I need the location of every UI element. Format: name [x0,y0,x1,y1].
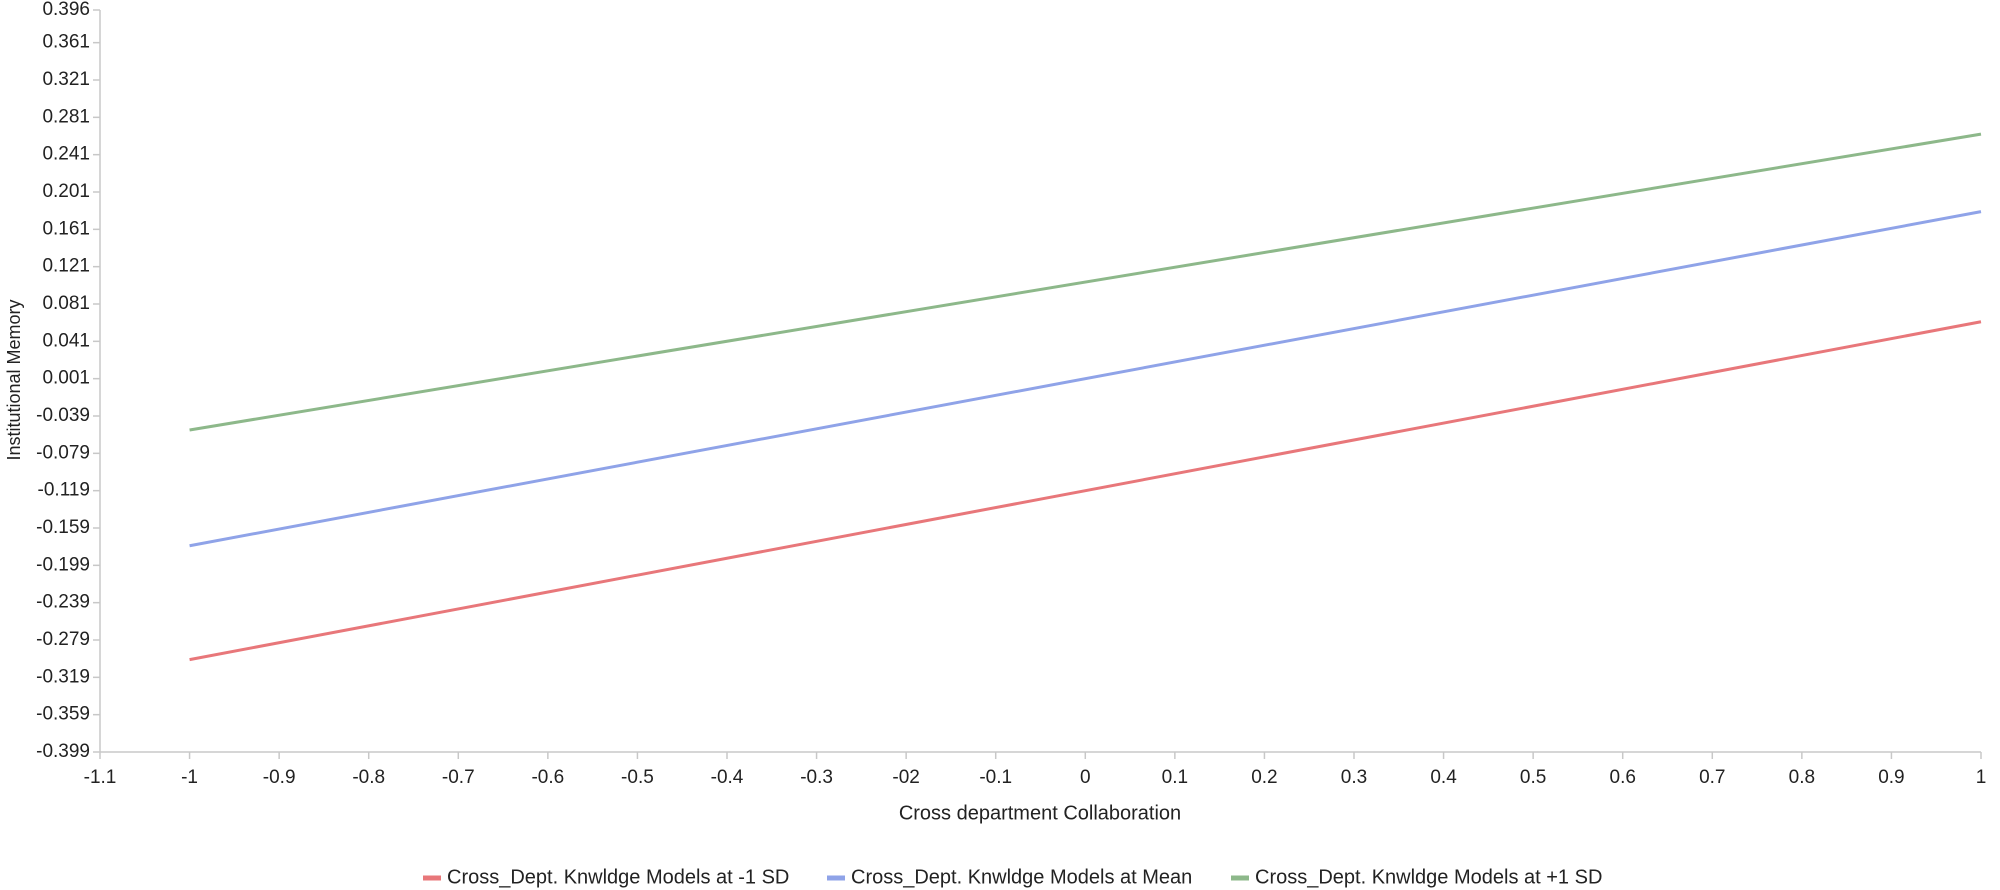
x-tick-label: 0.2 [1251,767,1277,788]
y-tick-label: 0.361 [42,32,90,53]
x-tick-label: 0.4 [1430,767,1457,788]
x-tick-label: 0.7 [1699,767,1725,788]
legend-label: Cross_Dept. Knwldge Models at Mean [851,866,1192,888]
x-tick-label: 0.9 [1878,767,1904,788]
x-axis-label: Cross department Collaboration [899,802,1181,824]
y-tick-label: 0.201 [42,181,90,202]
x-tick-label: -0.4 [711,767,744,788]
y-tick-label: -0.399 [36,741,90,762]
y-tick-label: 0.281 [42,106,90,127]
y-tick-label: 0.321 [42,69,90,90]
legend-label: Cross_Dept. Knwldge Models at +1 SD [1255,866,1602,888]
y-tick-label: 0.001 [42,368,90,389]
y-tick-label: 0.396 [42,0,90,20]
x-tick-label: 0.8 [1789,767,1815,788]
y-tick-label: 0.121 [42,256,90,277]
x-tick-label: -1.1 [84,767,117,788]
x-tick-label: -0.9 [263,767,296,788]
x-tick-label: -0.6 [531,767,564,788]
y-tick-label: -0.239 [36,592,90,613]
y-tick-label: 0.041 [42,330,90,351]
y-tick-label: -0.359 [36,704,90,725]
x-tick-label: 0 [1080,767,1091,788]
x-tick-label: 1 [1976,767,1987,788]
y-tick-label: 0.081 [42,293,90,314]
y-tick-label: 0.161 [42,218,90,239]
y-tick-label: 0.241 [42,144,90,165]
x-tick-label: 0.3 [1341,767,1367,788]
legend-label: Cross_Dept. Knwldge Models at -1 SD [447,866,789,888]
line-series [189,132,1982,432]
y-tick-label: -0.079 [36,442,90,463]
x-tick-label: 0.5 [1520,767,1546,788]
x-tick-label: -1 [181,767,198,788]
line-series [189,320,1982,662]
x-tick-label: 0.1 [1162,767,1188,788]
x-tick-label: -0.8 [352,767,385,788]
y-tick-label: -0.199 [36,554,90,575]
x-tick-label: -0.3 [800,767,833,788]
y-axis-label: Institutional Memory [4,299,24,460]
x-tick-label: 0.6 [1610,767,1636,788]
y-tick-label: -0.039 [36,405,90,426]
x-tick-label: -02 [892,767,919,788]
y-tick-label: -0.159 [36,517,90,538]
x-tick-label: -0.7 [442,767,475,788]
line-series [189,210,1982,548]
x-tick-label: -0.1 [979,767,1012,788]
y-tick-label: -0.279 [36,629,90,650]
y-tick-label: -0.119 [38,480,90,501]
x-tick-label: -0.5 [621,767,654,788]
y-tick-label: -0.319 [36,666,90,687]
